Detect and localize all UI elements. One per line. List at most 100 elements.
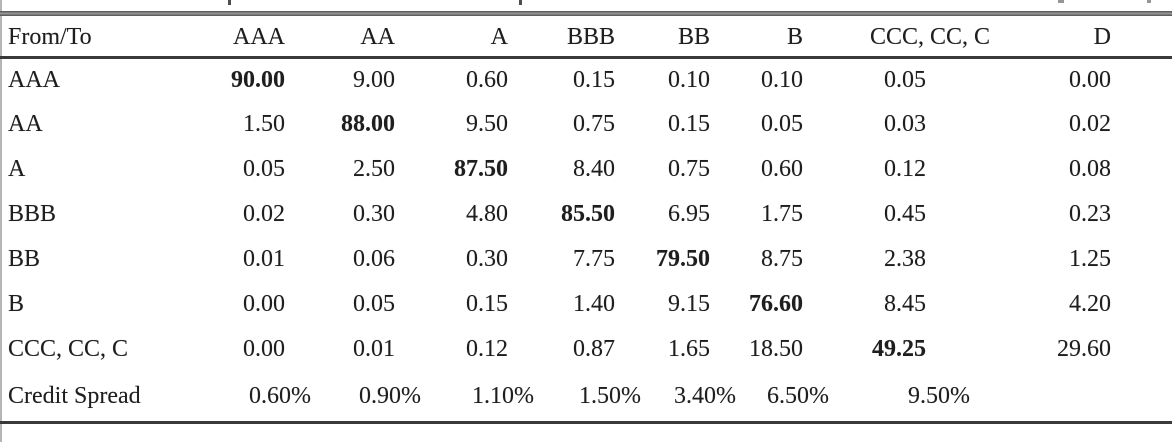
cell: 0.60 <box>761 156 803 182</box>
cell: 49.25 <box>872 336 926 362</box>
cell: 0.75 <box>668 156 710 182</box>
cell: 2.50 <box>353 156 395 182</box>
row-label: AA <box>8 111 43 137</box>
cell: 0.10 <box>761 66 803 93</box>
cell: 0.00 <box>243 291 285 317</box>
cell: 0.87 <box>573 336 615 362</box>
cell: 1.50% <box>579 382 641 409</box>
cell: 1.40 <box>573 291 615 317</box>
cell: 0.05 <box>884 66 926 93</box>
cell: 6.50% <box>767 382 829 409</box>
column-header-aa: AA <box>360 23 395 50</box>
cell: 0.12 <box>466 336 508 362</box>
cell: 0.10 <box>668 66 710 93</box>
column-header-bbb: BBB <box>566 23 615 50</box>
cell: 90.00 <box>231 66 285 93</box>
cell: 0.23 <box>1069 201 1111 227</box>
column-header-a: A <box>490 23 508 50</box>
column-header-d: D <box>1093 23 1111 50</box>
cell: 1.10% <box>472 382 534 409</box>
cell: 9.15 <box>668 291 710 317</box>
cell: 9.50 <box>466 111 508 137</box>
cell: 0.30 <box>466 246 508 272</box>
cell: 4.20 <box>1069 291 1111 317</box>
column-header-bb: BB <box>677 23 710 50</box>
spacer-cell <box>1113 192 1172 237</box>
table-row-bb: BB 0.01 0.06 0.30 7.75 79.50 8.75 2.38 1… <box>0 237 1172 282</box>
cropped-caption-artifact <box>519 0 522 5</box>
cell: 0.15 <box>466 291 508 317</box>
cell: 0.15 <box>573 66 615 93</box>
cell: 1.50 <box>243 111 285 137</box>
cell: 18.50 <box>749 336 803 362</box>
cell: 1.25 <box>1069 246 1111 272</box>
row-label: B <box>8 291 25 317</box>
cell: 1.75 <box>761 201 803 227</box>
row-label: AAA <box>8 66 60 93</box>
column-header-aaa: AAA <box>233 23 285 50</box>
cropped-caption-artifact <box>1147 0 1151 3</box>
cell: 85.50 <box>561 201 615 227</box>
cell: 8.75 <box>761 246 803 272</box>
spacer-cell <box>1113 102 1172 147</box>
table-row-bbb: BBB 0.02 0.30 4.80 85.50 6.95 1.75 0.45 … <box>0 192 1172 237</box>
cell: 1.65 <box>668 336 710 362</box>
cell: 0.90% <box>359 382 421 409</box>
column-header-ccc: CCC, CC, C <box>869 23 990 50</box>
rating-transition-table: From/To AAA AA A BBB BB B CCC, CC, C D A… <box>0 16 1172 424</box>
cell: 0.05 <box>353 291 395 317</box>
cell: 0.05 <box>243 156 285 182</box>
cell: 0.01 <box>243 246 285 272</box>
row-label: BBB <box>8 201 57 227</box>
cell: 87.50 <box>454 156 508 182</box>
cell: 0.15 <box>668 111 710 137</box>
spacer-cell <box>1113 372 1172 422</box>
spacer-cell <box>1113 282 1172 327</box>
cell: 76.60 <box>749 291 803 317</box>
cell: 6.95 <box>668 201 710 227</box>
row-label: Credit Spread <box>8 382 141 409</box>
spacer-cell <box>1113 237 1172 282</box>
table-body: AAA 90.00 9.00 0.60 0.15 0.10 0.10 0.05 … <box>0 57 1172 422</box>
credit-spread-row: Credit Spread 0.60% 0.90% 1.10% 1.50% 3.… <box>0 372 1172 422</box>
table-row-aaa: AAA 90.00 9.00 0.60 0.15 0.10 0.10 0.05 … <box>0 57 1172 102</box>
table-row-ccc: CCC, CC, C 0.00 0.01 0.12 0.87 1.65 18.5… <box>0 327 1172 372</box>
cell: 2.38 <box>884 246 926 272</box>
cell: 0.30 <box>353 201 395 227</box>
cell: 0.08 <box>1069 156 1111 182</box>
cell: 29.60 <box>1057 336 1111 362</box>
cell: 0.03 <box>884 111 926 137</box>
cell: 0.60 <box>466 66 508 93</box>
header-row: From/To AAA AA A BBB BB B CCC, CC, C D <box>0 16 1172 57</box>
row-label: CCC, CC, C <box>8 336 129 362</box>
cell: 0.02 <box>243 201 285 227</box>
cell: 4.80 <box>466 201 508 227</box>
cell: 8.40 <box>573 156 615 182</box>
spacer-cell <box>1113 57 1172 102</box>
cell <box>992 372 1113 422</box>
cell: 0.05 <box>761 111 803 137</box>
column-header-b: B <box>786 23 803 50</box>
cell: 0.12 <box>884 156 926 182</box>
cell: 9.00 <box>353 66 395 93</box>
cropped-caption-artifact <box>228 0 231 5</box>
table-row-b: B 0.00 0.05 0.15 1.40 9.15 76.60 8.45 4.… <box>0 282 1172 327</box>
cell: 0.75 <box>573 111 615 137</box>
cell: 0.45 <box>884 201 926 227</box>
spacer-cell <box>1113 327 1172 372</box>
cell: 0.06 <box>353 246 395 272</box>
cell: 79.50 <box>656 246 710 272</box>
cell: 0.01 <box>353 336 395 362</box>
cell: 0.00 <box>1069 66 1111 93</box>
cell: 88.00 <box>341 111 395 137</box>
row-label: A <box>8 156 26 182</box>
table-top-rule <box>0 11 1172 16</box>
scan-edge-artifact <box>0 0 2 442</box>
row-label: BB <box>8 246 41 272</box>
cell: 0.02 <box>1069 111 1111 137</box>
spacer-cell <box>1113 147 1172 192</box>
cell: 0.00 <box>243 336 285 362</box>
table-header: From/To AAA AA A BBB BB B CCC, CC, C D <box>0 16 1172 57</box>
table-row-aa: AA 1.50 88.00 9.50 0.75 0.15 0.05 0.03 0… <box>0 102 1172 147</box>
